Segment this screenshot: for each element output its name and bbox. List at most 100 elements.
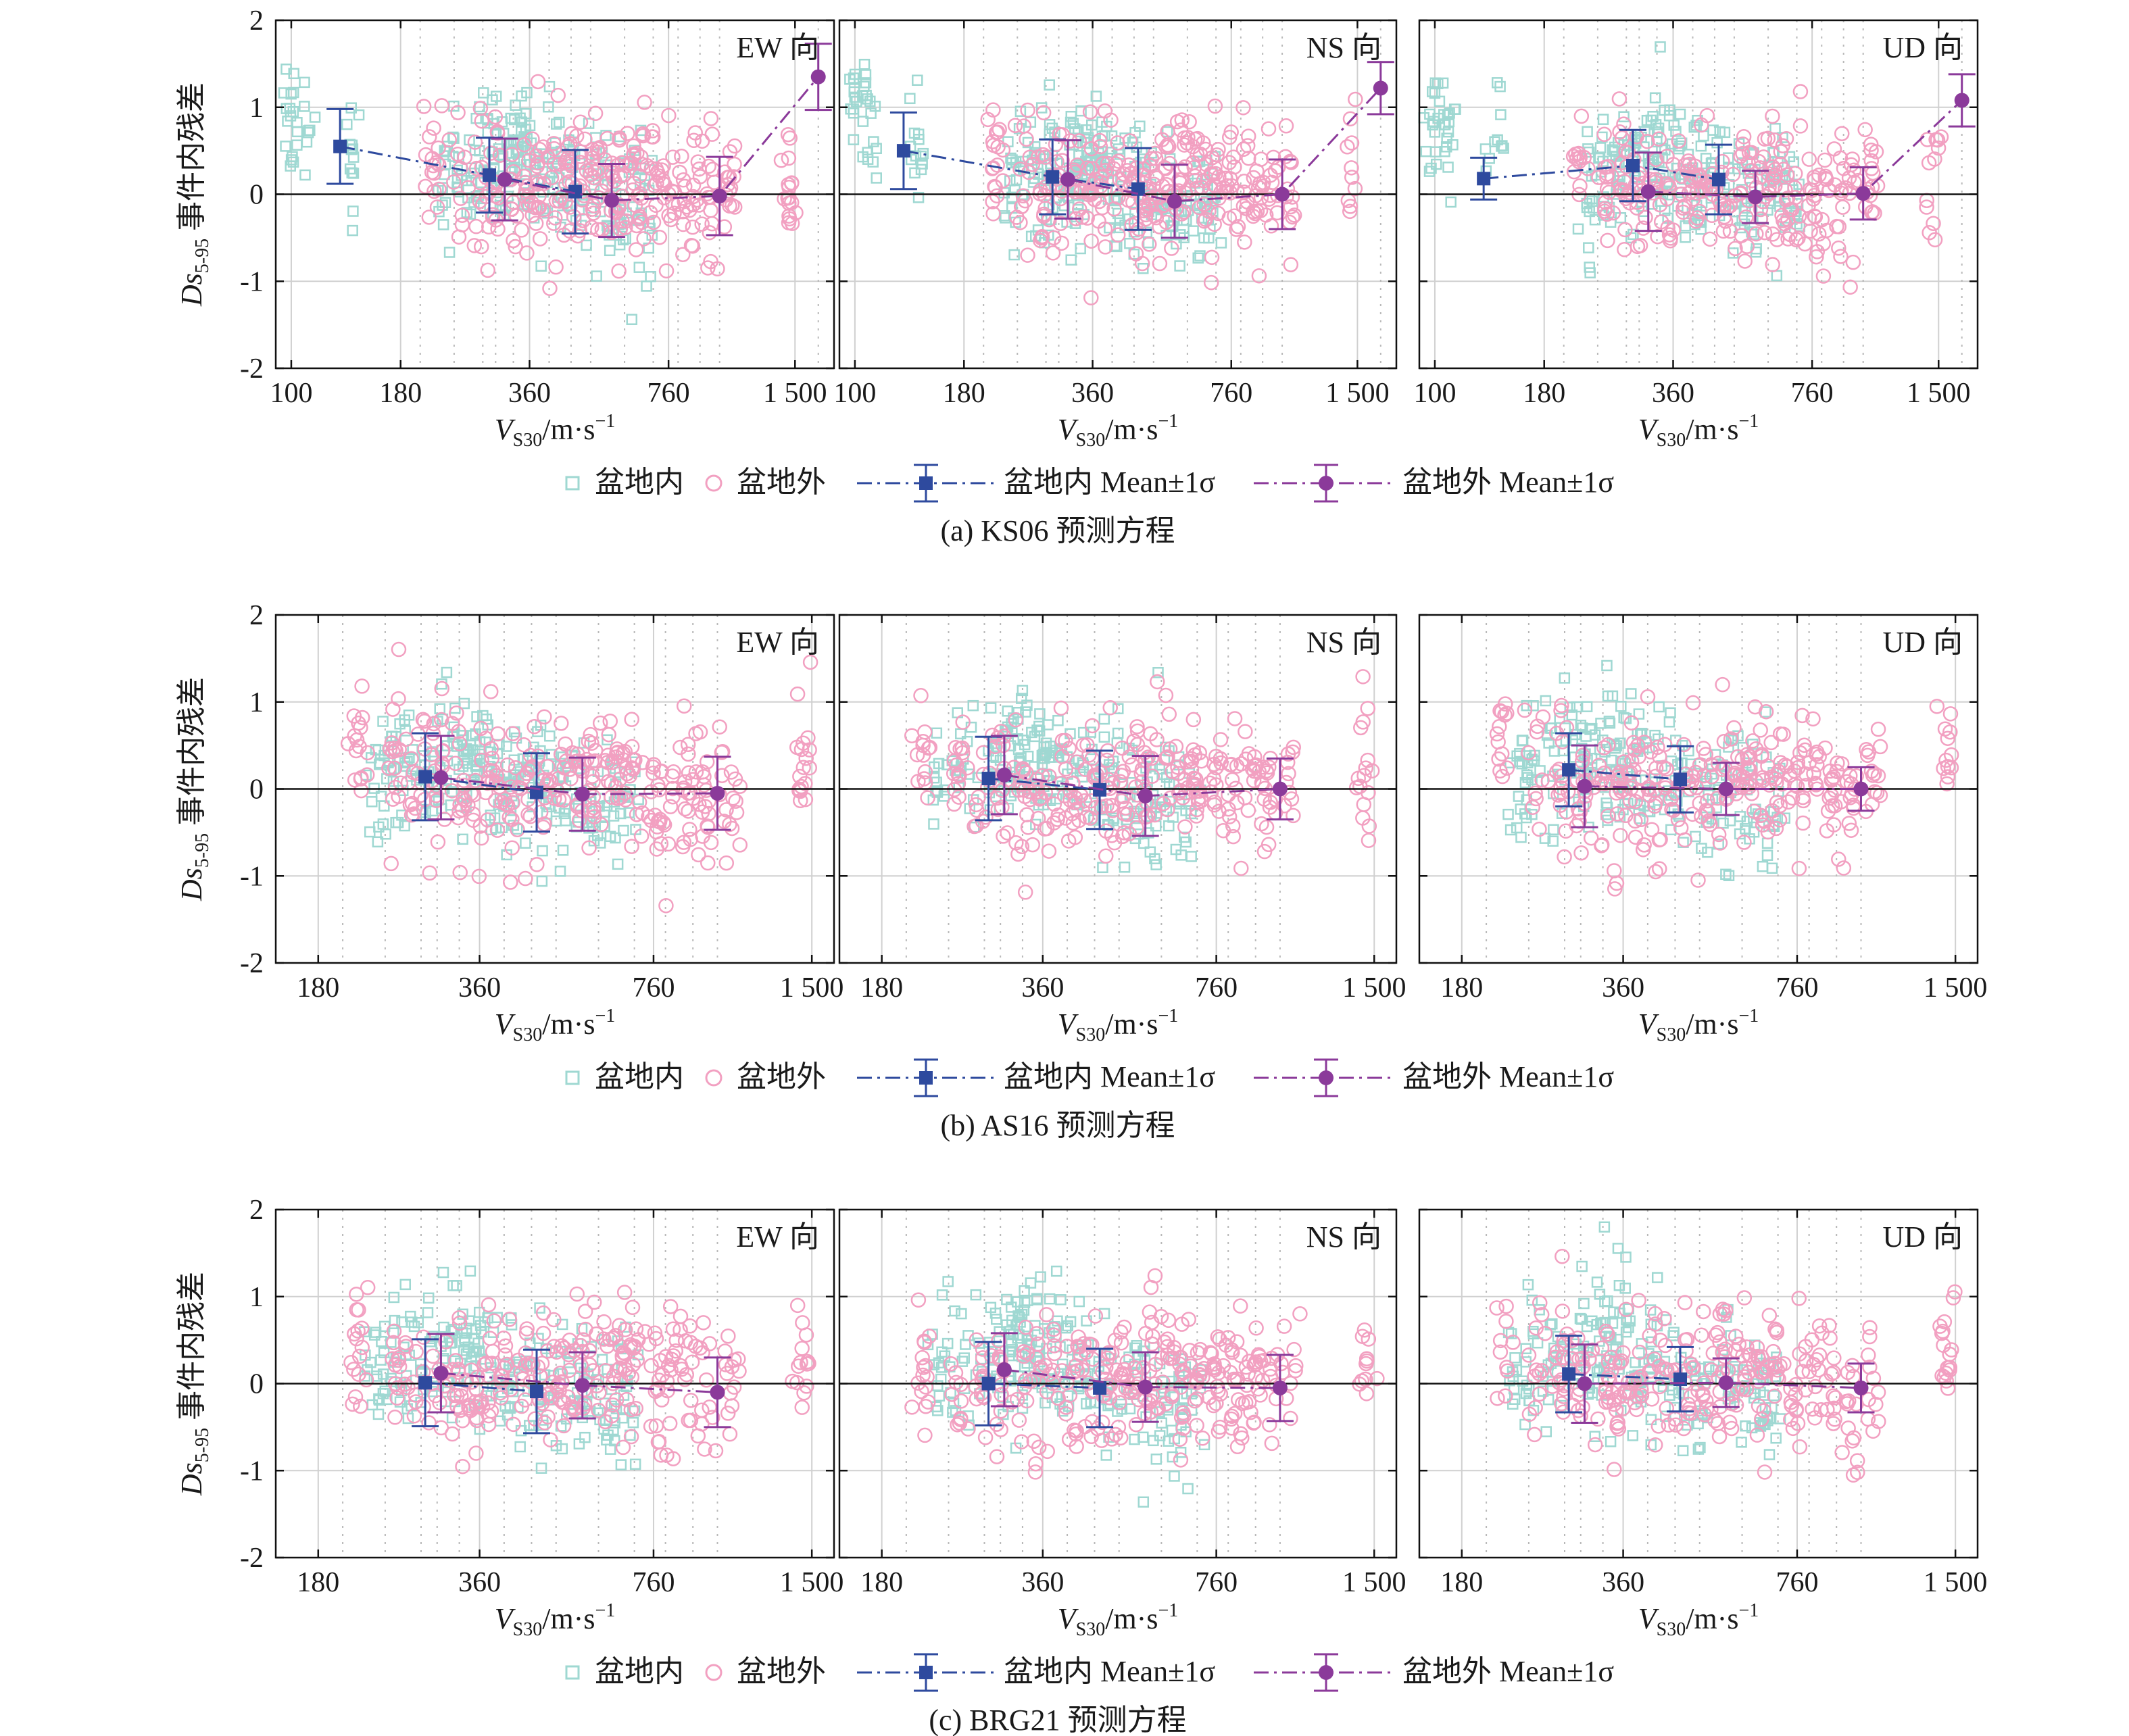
inside-basin-marker (1597, 734, 1609, 746)
inside-basin-marker (1444, 107, 1455, 119)
inside-basin-marker (1534, 765, 1546, 776)
outside-basin-marker (497, 1347, 513, 1363)
outside-basin-marker (480, 812, 495, 828)
outside-basin-marker (1213, 732, 1229, 747)
outside-basin-marker (450, 146, 466, 162)
inside-basin-marker (1757, 860, 1769, 872)
outside-basin-marker (499, 757, 516, 773)
outside-basin-marker (720, 1328, 736, 1344)
inside-basin-marker (280, 141, 291, 152)
outside-basin-marker (1630, 737, 1646, 753)
outside-basin-marker (722, 816, 737, 833)
outside-basin-marker (1147, 807, 1163, 823)
y-axis-label: Ds5-95 事件内残差 (175, 82, 213, 307)
outside-basin-marker (1870, 721, 1886, 737)
inside-basin-marker (862, 147, 874, 158)
outside-basin-marker (360, 1280, 376, 1295)
outside-basin-marker (1347, 180, 1363, 197)
x-tick-label: 360 (1071, 378, 1114, 409)
outside-basin-marker (1029, 1326, 1045, 1341)
inside-basin-marker (1008, 249, 1020, 261)
outside-basin-marker (416, 714, 433, 729)
inside-basin-marker (1447, 139, 1459, 151)
inside-basin-marker (537, 845, 548, 857)
outside-basin-marker (1196, 213, 1213, 229)
outside-basin-marker (1842, 279, 1858, 295)
outside-basin-marker (346, 708, 362, 724)
inside-basin-marker (556, 1443, 568, 1455)
outside-basin-marker (1753, 722, 1768, 738)
inside-basin-marker (1611, 740, 1623, 751)
inside-basin-marker (1543, 737, 1555, 749)
outside-basin-mean-point (433, 770, 449, 785)
outside-basin-marker (683, 238, 700, 253)
inside-basin-marker (1441, 132, 1452, 144)
outside-basin-marker (704, 126, 720, 142)
inside-basin-marker (433, 205, 445, 218)
outside-basin-marker (1117, 806, 1132, 822)
outside-basin-mean-point (574, 787, 590, 802)
outside-basin-marker (1104, 797, 1120, 814)
outside-basin-marker (643, 1358, 659, 1374)
outside-basin-marker (910, 1292, 927, 1308)
inside-basin-marker (462, 192, 474, 203)
outside-basin-marker (690, 1428, 706, 1444)
inside-basin-marker (1004, 175, 1016, 187)
x-tick-label: 100 (1413, 378, 1456, 409)
outside-basin-marker (404, 795, 420, 812)
inside-basin-mean-point (896, 144, 910, 158)
inside-basin-marker (1589, 214, 1601, 226)
outside-basin-marker (1616, 116, 1632, 132)
outside-basin-marker (632, 168, 647, 184)
inside-basin-marker (1720, 868, 1732, 881)
inside-basin-marker (931, 727, 943, 739)
inside-basin-marker (869, 101, 881, 112)
inside-basin-marker (1052, 1315, 1063, 1327)
inside-basin-mean-line (424, 775, 537, 794)
outside-basin-marker (570, 228, 586, 244)
outside-basin-marker (1599, 206, 1615, 222)
outside-basin-marker (1227, 711, 1243, 726)
outside-basin-marker (1114, 768, 1129, 783)
inside-basin-marker (1586, 195, 1598, 207)
outside-basin-marker (398, 1339, 414, 1354)
outside-basin-marker (546, 1312, 562, 1328)
inside-basin-marker (1494, 80, 1506, 93)
outside-basin-marker (1161, 139, 1177, 155)
outside-basin-marker (1831, 851, 1846, 867)
outside-basin-marker (1859, 741, 1874, 758)
outside-basin-marker (1712, 835, 1728, 851)
outside-basin-marker (566, 209, 582, 224)
outside-basin-marker (1221, 809, 1238, 824)
outside-basin-marker (946, 796, 962, 812)
inside-basin-marker (1761, 849, 1773, 861)
outside-basin-marker (1259, 765, 1275, 781)
outside-basin-marker (597, 1414, 613, 1430)
outside-basin-marker (1103, 112, 1119, 128)
outside-basin-marker (1039, 1307, 1054, 1322)
outside-basin-marker (1112, 1430, 1129, 1446)
outside-basin-marker (1201, 203, 1217, 219)
outside-basin-marker (483, 741, 499, 757)
outside-basin-marker (920, 790, 935, 805)
outside-basin-marker (389, 1390, 405, 1406)
inside-basin-marker (490, 91, 502, 102)
outside-basin-marker (489, 822, 506, 838)
outside-basin-marker (1185, 712, 1202, 728)
outside-basin-marker (1609, 806, 1625, 822)
legend-outside-mean-label: 盆地外 Mean±1σ (1402, 1060, 1614, 1093)
outside-basin-marker (1017, 1379, 1033, 1395)
outside-basin-marker (1152, 255, 1168, 272)
outside-basin-marker (1010, 846, 1026, 862)
outside-basin-marker (1148, 209, 1165, 226)
outside-basin-marker (1039, 1443, 1056, 1460)
outside-basin-marker (1553, 703, 1569, 718)
outside-basin-marker (1554, 697, 1569, 714)
inside-basin-marker (1144, 846, 1156, 858)
outside-basin-marker (1164, 241, 1179, 256)
inside-basin-marker (1702, 846, 1713, 858)
outside-basin-marker (485, 209, 501, 225)
x-axis-label: VS30/m·s−1 (1058, 411, 1179, 451)
outside-basin-marker (426, 120, 441, 136)
outside-basin-marker (1011, 1412, 1027, 1428)
